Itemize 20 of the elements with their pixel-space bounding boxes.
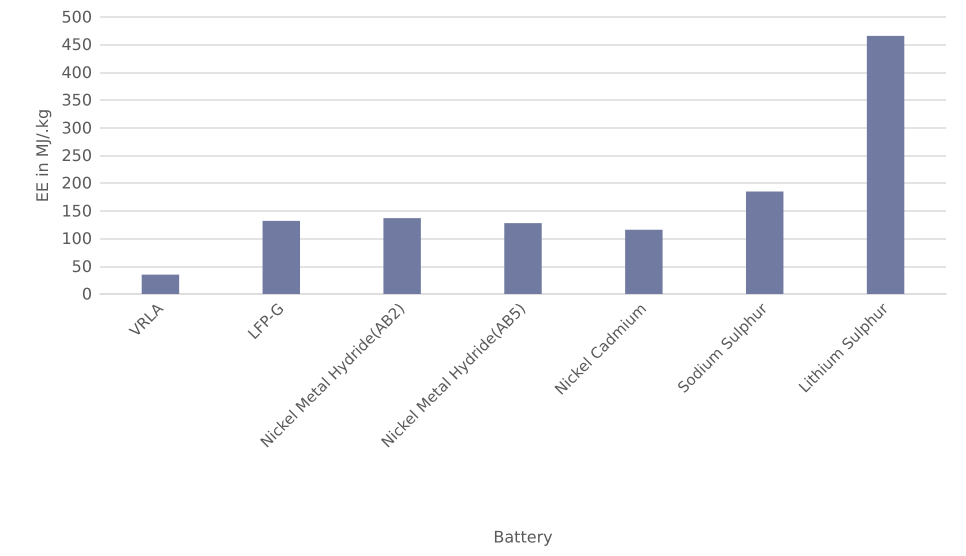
y-tick-label: 450 — [61, 35, 92, 54]
bar — [625, 230, 663, 294]
y-tick-label: 400 — [61, 62, 92, 82]
x-axis-title: Battery — [493, 528, 553, 546]
y-tick-label: 500 — [61, 8, 92, 26]
y-tick-label: 100 — [61, 229, 92, 248]
y-tick-label: 300 — [61, 118, 92, 138]
bar — [262, 220, 300, 294]
bar — [866, 36, 904, 294]
bar — [746, 192, 784, 294]
y-tick-label: 200 — [61, 174, 92, 193]
bar — [504, 223, 542, 294]
bar — [142, 274, 180, 294]
y-tick-label: 50 — [72, 256, 92, 276]
y-tick-label: 150 — [61, 201, 92, 220]
y-tick-label: 0 — [82, 284, 92, 304]
y-axis-title: EE in MJ/.kg — [33, 108, 52, 202]
bar — [383, 218, 421, 294]
y-tick-label: 350 — [61, 90, 92, 110]
y-tick-label: 250 — [61, 146, 92, 165]
